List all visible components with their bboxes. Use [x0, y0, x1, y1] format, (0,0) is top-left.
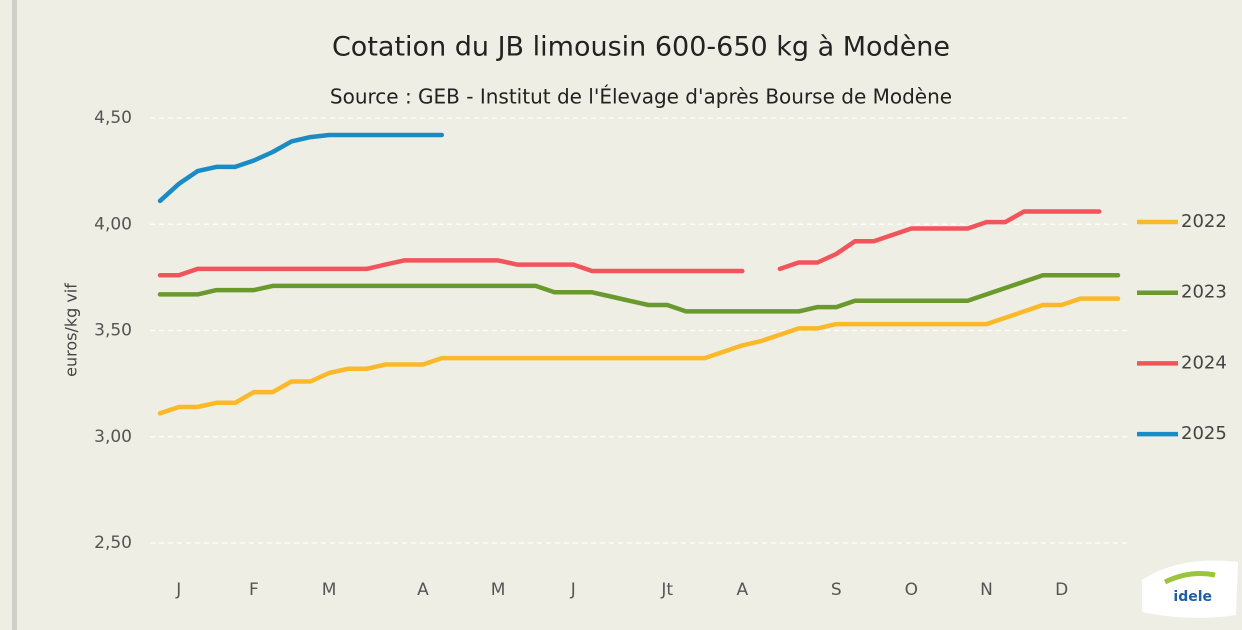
series-line — [157, 273, 1121, 314]
x-tick-label: S — [831, 580, 842, 600]
series-line — [157, 132, 445, 204]
logo: idele — [1142, 560, 1238, 618]
x-tick-label: A — [736, 580, 748, 600]
chart-title: Cotation du JB limousin 600-650 kg à Mod… — [332, 32, 950, 63]
left-border — [12, 0, 17, 630]
y-tick-label: 4,00 — [94, 214, 132, 234]
x-tick-label: M — [322, 580, 337, 600]
y-tick-label: 4,50 — [94, 108, 132, 128]
legend-label: 2025 — [1181, 423, 1227, 444]
logo-text: idele — [1173, 589, 1212, 605]
logo-swoosh — [1163, 571, 1216, 585]
x-tick-label: O — [905, 580, 918, 600]
y-tick-label: 2,50 — [94, 533, 132, 553]
series-line — [157, 209, 1102, 278]
legend-label: 2023 — [1181, 282, 1227, 303]
x-tick-label: Jt — [660, 580, 673, 600]
y-tick-label: 3,00 — [94, 427, 132, 447]
y-tick-label: 3,50 — [94, 321, 132, 341]
x-tick-label: D — [1055, 580, 1068, 600]
x-tick-label: M — [491, 580, 506, 600]
x-tick-label: J — [570, 580, 576, 600]
x-tick-label: N — [980, 580, 993, 600]
series-line — [157, 296, 1121, 416]
chart-subtitle: Source : GEB - Institut de l'Élevage d'a… — [330, 85, 952, 109]
x-tick-label: J — [175, 580, 181, 600]
legend-label: 2024 — [1181, 352, 1227, 373]
y-axis-label: euros/kg vif — [62, 283, 81, 377]
x-tick-label: A — [417, 580, 429, 600]
legend-label: 2022 — [1181, 211, 1227, 232]
x-tick-label: F — [249, 580, 259, 600]
